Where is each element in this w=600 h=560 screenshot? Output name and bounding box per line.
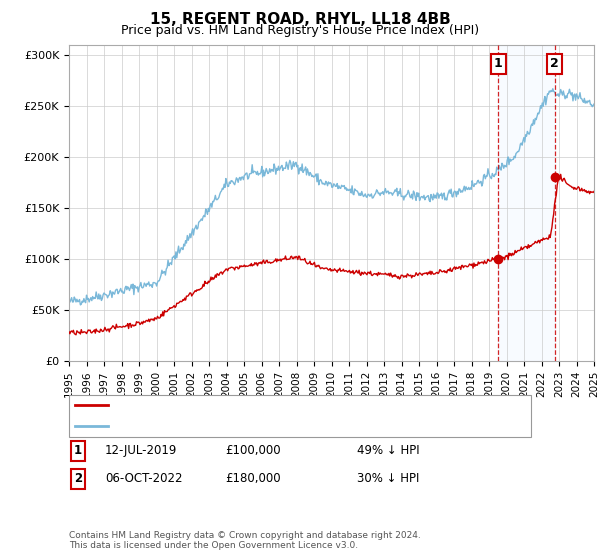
Text: 2: 2 [74,472,82,486]
Bar [498,45,555,361]
Text: 1: 1 [74,444,82,458]
Text: 1: 1 [494,58,503,71]
Text: Contains HM Land Registry data © Crown copyright and database right 2024.
This d: Contains HM Land Registry data © Crown c… [69,530,421,550]
Text: 49% ↓ HPI: 49% ↓ HPI [357,444,419,458]
Text: 12-JUL-2019: 12-JUL-2019 [105,444,178,458]
Text: £100,000: £100,000 [225,444,281,458]
Text: Price paid vs. HM Land Registry's House Price Index (HPI): Price paid vs. HM Land Registry's House … [121,24,479,36]
Text: £180,000: £180,000 [225,472,281,486]
Text: 2: 2 [550,58,559,71]
Text: 06-OCT-2022: 06-OCT-2022 [105,472,182,486]
Text: 15, REGENT ROAD, RHYL, LL18 4BB: 15, REGENT ROAD, RHYL, LL18 4BB [149,12,451,27]
Text: HPI: Average price, detached house, Denbighshire: HPI: Average price, detached house, Denb… [114,421,395,431]
Text: 30% ↓ HPI: 30% ↓ HPI [357,472,419,486]
Text: 15, REGENT ROAD, RHYL, LL18 4BB (detached house): 15, REGENT ROAD, RHYL, LL18 4BB (detache… [114,400,414,410]
